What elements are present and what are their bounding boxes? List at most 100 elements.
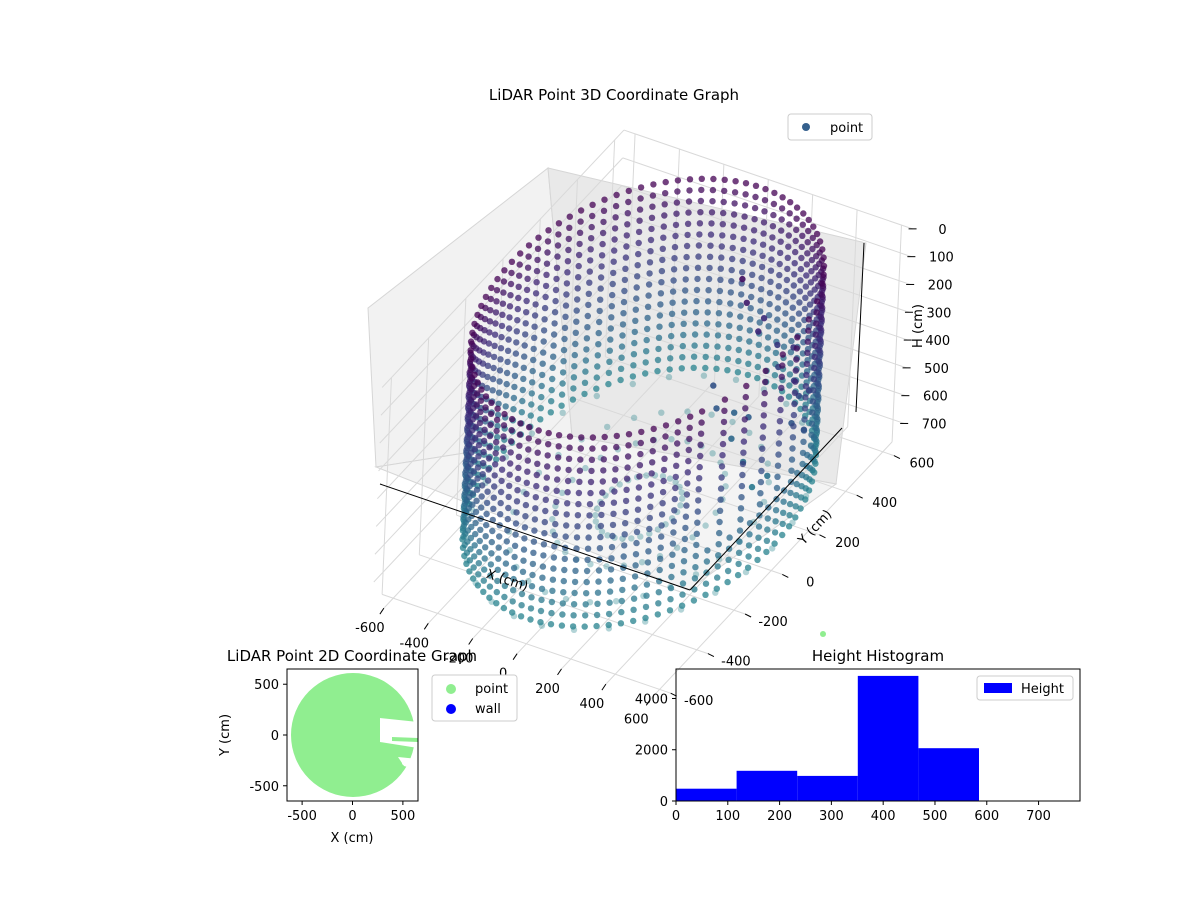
cloud-point [523, 309, 530, 316]
plot2d-y-label: Y (cm) [218, 714, 233, 757]
plot2d-x-tick-label-0: -500 [287, 809, 317, 824]
cloud-point [762, 367, 769, 375]
cloud-point [695, 242, 703, 249]
cloud-point [595, 567, 603, 574]
cloud-point [474, 582, 482, 589]
cloud-point [646, 530, 653, 537]
cloud-point [550, 565, 557, 572]
cloud-point [490, 505, 497, 512]
x-axis-line [379, 483, 691, 591]
cloud-point [682, 513, 690, 520]
cloud-point [624, 221, 631, 228]
cloud-point [492, 450, 499, 457]
cloud-point [566, 224, 573, 231]
cloud-point [778, 216, 785, 223]
cloud-point [667, 355, 674, 362]
cloud-point [564, 500, 571, 507]
hist-legend-swatch [984, 683, 1012, 693]
cloud-point [779, 362, 786, 369]
cloud-point [493, 600, 500, 607]
cloud-point [481, 415, 489, 422]
cloud-point [805, 227, 812, 235]
cloud-point [487, 572, 494, 579]
cloud-point [501, 593, 508, 601]
hist-bar-1 [736, 770, 798, 801]
cloud-point [681, 309, 688, 316]
hist-legend: Height [976, 675, 1074, 701]
cloud-point [643, 581, 651, 588]
cloud-point [661, 455, 668, 462]
cloud-point [775, 294, 782, 301]
cloud-point [786, 512, 793, 519]
cloud-point [631, 328, 638, 336]
cloud-point [553, 264, 561, 271]
cloud-point [563, 511, 570, 518]
cloud-point [467, 355, 475, 362]
cloud-point [586, 279, 593, 286]
cloud-point [817, 313, 825, 320]
cloud-point [732, 178, 739, 185]
cloud-point [771, 540, 778, 547]
cloud-point [801, 416, 808, 423]
cloud-point [754, 545, 762, 552]
cloud-point [598, 511, 605, 519]
cloud-point [472, 434, 479, 442]
cloud-point [718, 463, 726, 470]
cloud-point [488, 538, 495, 546]
cloud-point [672, 479, 679, 486]
cloud-point [520, 546, 528, 553]
cloud-point [694, 275, 701, 283]
cloud-point [562, 313, 569, 320]
cloud-point [582, 601, 589, 608]
cloud-point [552, 520, 559, 528]
cloud-point [633, 528, 641, 536]
cloud-point [798, 471, 806, 479]
cloud-point [564, 258, 572, 265]
cloud-point [714, 563, 721, 570]
cloud-point [778, 227, 785, 234]
cloud-point [655, 334, 663, 341]
cloud-point [777, 406, 784, 414]
cloud-point [514, 305, 521, 313]
cloud-point [798, 483, 805, 490]
cloud-point [654, 611, 661, 618]
cloud-point [792, 248, 799, 256]
cloud-point [467, 347, 474, 354]
cloud-point [779, 531, 786, 539]
cloud-point [555, 432, 563, 439]
cloud-point [483, 521, 490, 529]
cloud-point [769, 223, 777, 230]
grid-left-h-0 [381, 129, 625, 388]
cloud-point [737, 505, 745, 512]
cloud-point [621, 542, 628, 549]
cloud-point [504, 358, 511, 366]
cloud-point [598, 500, 606, 507]
cloud-point [533, 471, 540, 479]
cloud-point [735, 560, 742, 568]
cloud-point [689, 534, 696, 541]
cloud-point [571, 589, 578, 597]
cloud-point [572, 340, 579, 348]
gap-sliver-1 [392, 737, 418, 742]
cloud-point [766, 300, 773, 308]
cloud-point [609, 291, 616, 299]
cloud-point [776, 418, 784, 425]
cloud-point [715, 552, 722, 559]
cloud-point [552, 286, 560, 294]
cloud-point [658, 522, 665, 529]
cloud-point [552, 509, 559, 517]
cloud-point [507, 449, 514, 456]
cloud-point [597, 285, 604, 292]
cloud-point [820, 254, 827, 261]
cloud-point [668, 321, 675, 329]
cloud-point [758, 263, 766, 271]
cloud-point [575, 500, 582, 508]
cloud-point [610, 499, 618, 506]
cloud-point [496, 533, 503, 540]
cloud-point [740, 235, 747, 242]
cloud-point [471, 320, 478, 328]
cloud-point [706, 253, 714, 260]
cloud-point [749, 260, 756, 267]
cloud-point [780, 498, 787, 505]
cloud-point [696, 475, 703, 482]
